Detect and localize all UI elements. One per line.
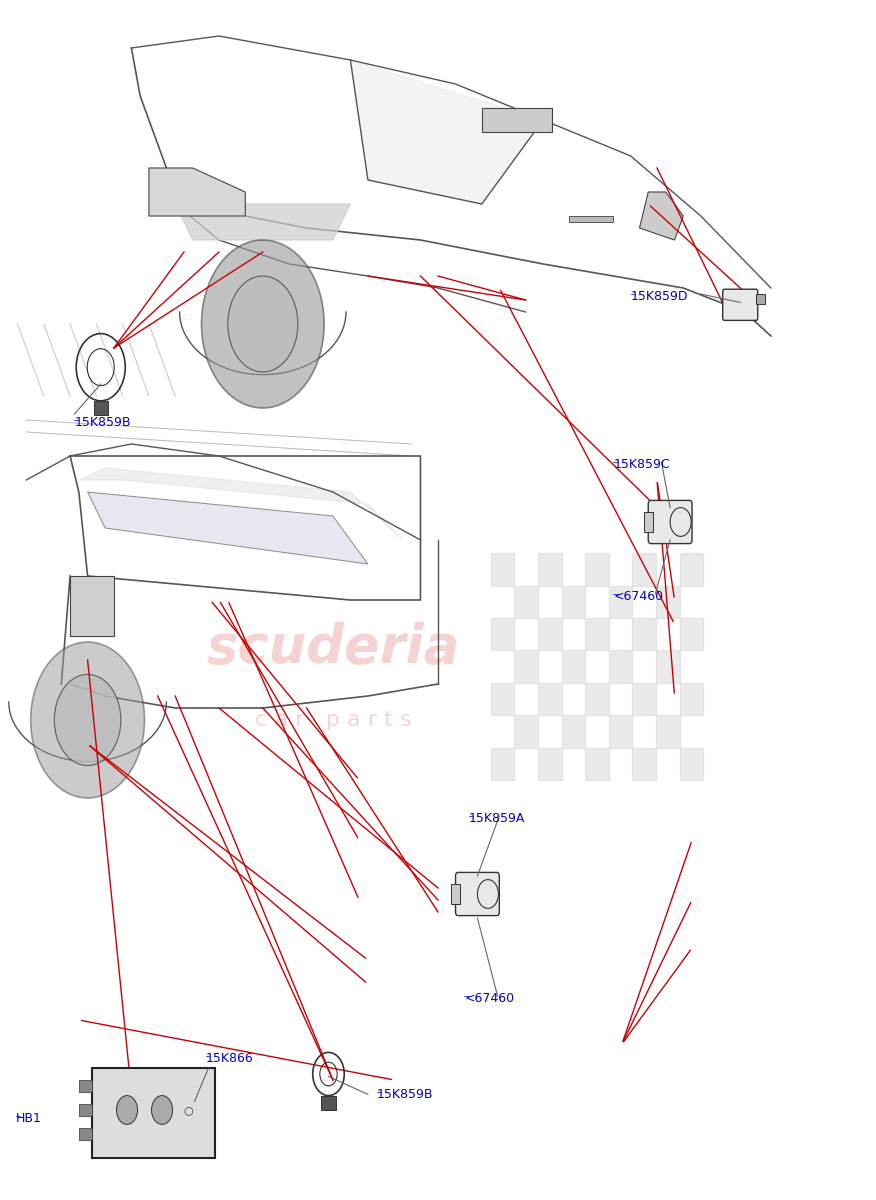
Bar [491, 618, 514, 650]
Text: scuderia: scuderia [206, 622, 460, 674]
Bar [562, 586, 585, 618]
Bar [756, 294, 765, 304]
Bar [451, 884, 460, 904]
Text: ○: ○ [183, 1105, 194, 1115]
Bar [680, 683, 703, 715]
Bar [79, 1080, 92, 1092]
Bar [321, 1096, 336, 1110]
Bar [491, 553, 514, 586]
Bar [538, 618, 562, 650]
Bar [514, 650, 538, 683]
Circle shape [152, 1096, 173, 1124]
Bar [585, 748, 609, 780]
FancyBboxPatch shape [723, 289, 758, 320]
Circle shape [228, 276, 298, 372]
Bar [585, 618, 609, 650]
Bar [656, 586, 680, 618]
Text: 15K859C: 15K859C [613, 458, 670, 470]
Bar [680, 748, 703, 780]
Bar [514, 715, 538, 748]
Circle shape [201, 240, 324, 408]
Text: c a r   p a r t s: c a r p a r t s [255, 710, 411, 730]
Text: 15K866: 15K866 [206, 1052, 254, 1066]
Polygon shape [149, 168, 245, 216]
Bar [680, 553, 703, 586]
Bar [538, 683, 562, 715]
Text: <67460: <67460 [613, 590, 663, 602]
Bar [632, 553, 656, 586]
Text: 15K859B: 15K859B [377, 1088, 433, 1102]
Bar [585, 683, 609, 715]
Bar [609, 715, 632, 748]
Polygon shape [70, 576, 114, 636]
FancyBboxPatch shape [648, 500, 692, 544]
Circle shape [31, 642, 145, 798]
Polygon shape [350, 60, 543, 204]
Bar [656, 715, 680, 748]
Bar [632, 748, 656, 780]
Bar [609, 586, 632, 618]
Bar [562, 715, 585, 748]
Bar [644, 512, 653, 532]
Polygon shape [175, 204, 350, 240]
Circle shape [117, 1096, 138, 1124]
Bar [491, 748, 514, 780]
Bar [79, 1104, 92, 1116]
Bar [94, 401, 108, 415]
Bar [585, 553, 609, 586]
Text: 15K859D: 15K859D [631, 290, 689, 302]
Polygon shape [482, 108, 552, 132]
Bar [538, 748, 562, 780]
Bar [79, 1128, 92, 1140]
Circle shape [54, 674, 121, 766]
Polygon shape [88, 492, 368, 564]
Text: 15K859A: 15K859A [469, 812, 525, 826]
Bar [491, 683, 514, 715]
Bar [680, 618, 703, 650]
Text: 15K859B: 15K859B [74, 416, 131, 428]
Polygon shape [569, 216, 613, 222]
Text: HB1: HB1 [16, 1112, 42, 1126]
Bar [538, 553, 562, 586]
Bar [609, 650, 632, 683]
Bar [656, 650, 680, 683]
Bar [632, 618, 656, 650]
FancyBboxPatch shape [456, 872, 499, 916]
FancyBboxPatch shape [92, 1068, 215, 1158]
Bar [562, 650, 585, 683]
Text: <67460: <67460 [464, 992, 514, 1006]
Bar [632, 683, 656, 715]
Polygon shape [79, 468, 403, 540]
Bar [514, 586, 538, 618]
Polygon shape [639, 192, 683, 240]
